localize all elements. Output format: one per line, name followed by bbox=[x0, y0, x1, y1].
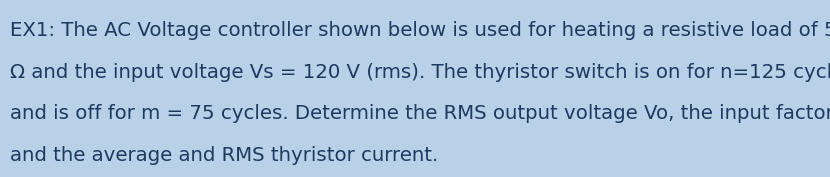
Text: and is off for m = 75 cycles. Determine the RMS output voltage Vo, the input fac: and is off for m = 75 cycles. Determine … bbox=[10, 104, 830, 123]
Text: Ω and the input voltage Vs = 120 V (rms). The thyristor switch is on for n=125 c: Ω and the input voltage Vs = 120 V (rms)… bbox=[10, 63, 830, 82]
Text: EX1: The AC Voltage controller shown below is used for heating a resistive load : EX1: The AC Voltage controller shown bel… bbox=[10, 21, 830, 40]
Text: and the average and RMS thyristor current.: and the average and RMS thyristor curren… bbox=[10, 146, 438, 165]
